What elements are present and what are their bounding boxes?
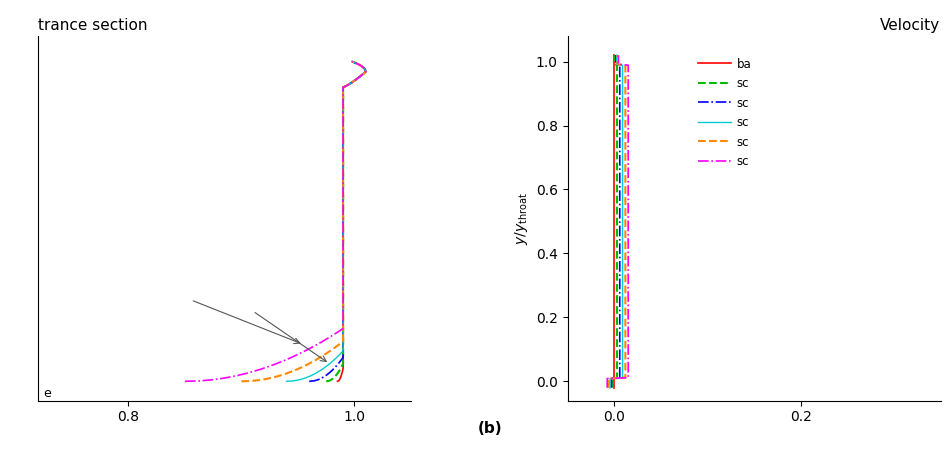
Legend: ba, sc, sc, sc, sc, sc: ba, sc, sc, sc, sc, sc — [693, 53, 756, 173]
Text: trance section: trance section — [38, 18, 147, 33]
Text: (b): (b) — [478, 421, 503, 436]
Text: e: e — [44, 387, 51, 400]
Text: Velocity: Velocity — [881, 18, 940, 33]
Y-axis label: $y/y_{\rm throat}$: $y/y_{\rm throat}$ — [513, 192, 530, 245]
